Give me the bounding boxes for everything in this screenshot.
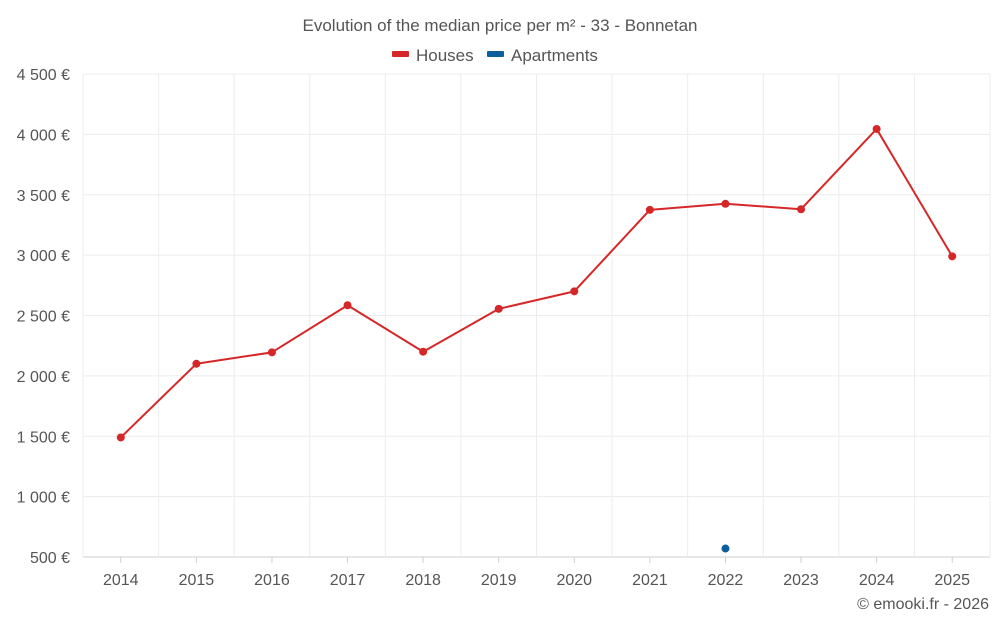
y-tick-label: 4 500 €: [17, 67, 70, 84]
y-tick-label: 2 500 €: [17, 309, 70, 326]
x-tick-label: 2023: [783, 572, 819, 589]
data-point-apartments[interactable]: [721, 544, 730, 553]
y-tick-label: 3 500 €: [17, 188, 70, 205]
x-tick-label: 2019: [481, 572, 517, 589]
data-point-houses[interactable]: [419, 347, 428, 356]
data-point-houses[interactable]: [570, 287, 579, 296]
legend: Houses Apartments: [392, 46, 598, 65]
data-point-houses[interactable]: [192, 359, 201, 368]
y-tick-label: 2 000 €: [17, 369, 70, 386]
y-tick-label: 1 000 €: [17, 490, 70, 507]
y-axis: 500 € 1 000 € 1 500 € 2 000 € 2 500 € 3 000 €…: [17, 67, 70, 567]
legend-item-houses[interactable]: Houses: [392, 46, 474, 65]
x-tick-label: 2024: [859, 572, 895, 589]
x-tick-label: 2021: [632, 572, 668, 589]
data-point-houses[interactable]: [494, 304, 503, 313]
y-tick-label: 4 000 €: [17, 127, 70, 144]
data-point-houses[interactable]: [872, 124, 881, 133]
x-axis: 2014 2015 2016 2017 2018 2019 2020 2021 2022 2023…: [103, 557, 970, 589]
x-tick-label: 2015: [179, 572, 215, 589]
data-point-houses[interactable]: [797, 205, 806, 214]
grid: [82, 73, 991, 558]
data-point-houses[interactable]: [948, 252, 957, 261]
x-tick-label: 2018: [405, 572, 441, 589]
data-point-houses[interactable]: [645, 205, 654, 214]
legend-label-apartments: Apartments: [511, 46, 598, 65]
y-tick-label: 500 €: [30, 550, 70, 567]
legend-label-houses: Houses: [416, 46, 474, 65]
x-tick-label: 2025: [934, 572, 970, 589]
x-tick-label: 2020: [556, 572, 592, 589]
series-layer: [116, 124, 957, 553]
x-tick-label: 2017: [330, 572, 366, 589]
x-tick-label: 2022: [708, 572, 744, 589]
data-point-houses[interactable]: [721, 199, 730, 208]
data-point-houses[interactable]: [343, 301, 352, 310]
legend-swatch-apartments: [487, 51, 504, 57]
y-tick-label: 3 000 €: [17, 248, 70, 265]
series-line-houses: [120, 127, 954, 439]
x-tick-label: 2014: [103, 572, 139, 589]
legend-item-apartments[interactable]: Apartments: [487, 46, 598, 65]
x-tick-label: 2016: [254, 572, 290, 589]
legend-swatch-houses: [392, 51, 409, 57]
data-point-houses[interactable]: [116, 433, 125, 442]
credit-text: © emooki.fr - 2026: [857, 596, 989, 613]
chart-title: Evolution of the median price per m² - 3…: [303, 16, 698, 35]
data-point-houses[interactable]: [267, 348, 276, 357]
y-tick-label: 1 500 €: [17, 429, 70, 446]
